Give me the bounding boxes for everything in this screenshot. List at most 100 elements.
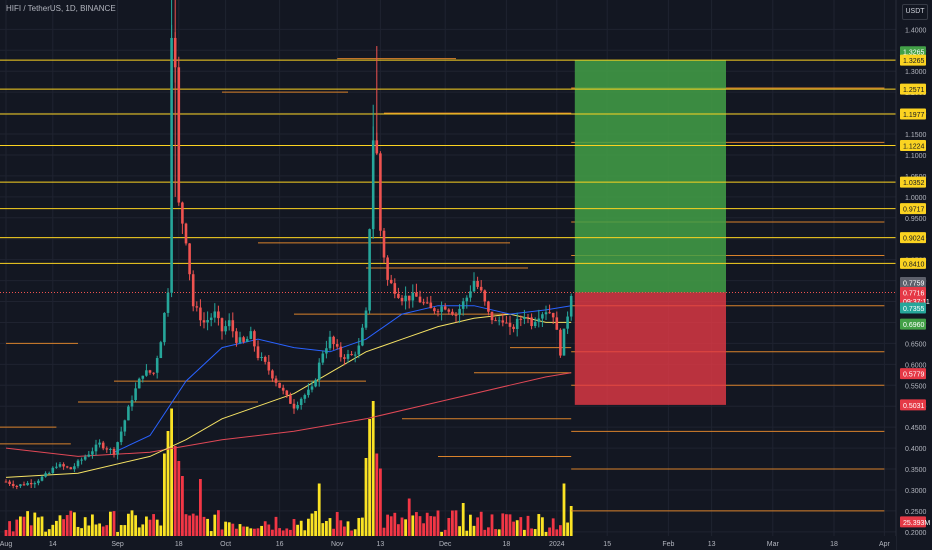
currency-button[interactable]: USDT (902, 4, 928, 20)
volume-bar (375, 453, 379, 536)
volume-bar (429, 516, 433, 536)
candle (199, 307, 202, 321)
volume-bar (19, 516, 22, 536)
candle (335, 344, 339, 347)
y-tick-label: 0.4500 (905, 425, 927, 432)
volume-bar (15, 519, 19, 536)
candle (130, 400, 134, 407)
volume-bar (199, 479, 202, 536)
volume-bar (328, 518, 332, 536)
candle (263, 357, 267, 362)
candle (69, 467, 73, 470)
volume-bar (566, 522, 569, 536)
horizontal-levels[interactable] (0, 59, 896, 293)
volume-bar (278, 528, 281, 536)
candle (245, 338, 249, 342)
volume-bar (515, 520, 519, 536)
candle (202, 320, 206, 323)
candle (94, 444, 98, 452)
volume-bar (335, 511, 339, 536)
candle (40, 476, 44, 481)
candle (217, 311, 220, 319)
candle (418, 296, 422, 303)
candle (479, 286, 483, 291)
volume-bar (217, 510, 220, 536)
candle (73, 466, 76, 470)
candle (483, 290, 487, 302)
candle (530, 317, 533, 327)
volume-bar (559, 525, 562, 536)
candle (87, 454, 91, 457)
time-axis[interactable]: Aug 14 Sep 18 Oct 16 Nov 13 Dec 18 2024 15 Feb 13 Mar 1… (0, 536, 896, 550)
volume-bar (11, 531, 15, 536)
volume-bar (551, 518, 555, 536)
candle (569, 295, 573, 317)
candle (37, 480, 40, 484)
volume-bar (224, 521, 227, 536)
volume-bar (451, 510, 454, 536)
volume-bar (321, 523, 325, 536)
volume-bar (267, 524, 271, 536)
candle (314, 379, 317, 387)
y-tick-label: 0.2500 (905, 509, 927, 516)
candle (350, 354, 353, 356)
volume-bar (242, 526, 245, 536)
candle (238, 337, 242, 343)
candle (461, 301, 465, 309)
volume-bar (371, 401, 375, 536)
candle (58, 464, 62, 467)
y-tick-label: 0.4000 (905, 446, 927, 453)
volume-bar (231, 523, 235, 536)
time-axis-background (0, 536, 896, 550)
candle (109, 448, 112, 450)
candle (181, 202, 184, 224)
candle (364, 310, 368, 328)
volume-bar (40, 516, 44, 536)
candle (29, 482, 33, 485)
volume-bar (51, 524, 55, 536)
volume-bar (177, 461, 181, 536)
volume-bar (166, 431, 170, 536)
candle (155, 358, 159, 373)
price-label-box (900, 232, 926, 244)
price-axis[interactable]: 1.40001.35001.30001.25001.20001.15001.10… (895, 0, 932, 550)
candle (281, 387, 285, 391)
volume-bar (346, 521, 350, 536)
candle (195, 306, 199, 308)
candle (541, 314, 544, 319)
price-label: 1.0352 (903, 180, 925, 187)
candle (404, 295, 407, 302)
candle (397, 293, 400, 298)
volume-bar (461, 503, 465, 536)
candle (307, 389, 310, 396)
volume-bar (440, 531, 443, 536)
candle (242, 337, 245, 342)
candle (544, 312, 548, 315)
x-tick-label: 13 (708, 541, 716, 548)
candle (433, 308, 436, 312)
volume-bar (109, 511, 112, 536)
volume-bar (422, 523, 425, 536)
volume-bar (418, 516, 422, 536)
long-position-tool[interactable] (574, 60, 726, 405)
volume-bar (512, 521, 515, 536)
price-label: 1.1977 (903, 112, 925, 119)
volume-bar (76, 526, 80, 536)
price-label: 1.1224 (903, 144, 925, 151)
candle (22, 484, 26, 486)
x-tick-label: 18 (830, 541, 838, 548)
candle (339, 346, 343, 358)
volume-bar (173, 446, 177, 536)
candle (494, 320, 497, 322)
symbol-legend[interactable]: HIFI / TetherUS, 1D, BINANCE (6, 4, 116, 13)
volume-bar (368, 419, 371, 536)
candle (533, 321, 537, 327)
candle (44, 473, 47, 477)
ema-yellow-line (5, 313, 572, 478)
volume-bar (141, 524, 145, 536)
candle (209, 317, 213, 321)
candle (454, 314, 458, 316)
volume-bar (4, 529, 8, 536)
price-label: 1.2571 (903, 87, 925, 94)
